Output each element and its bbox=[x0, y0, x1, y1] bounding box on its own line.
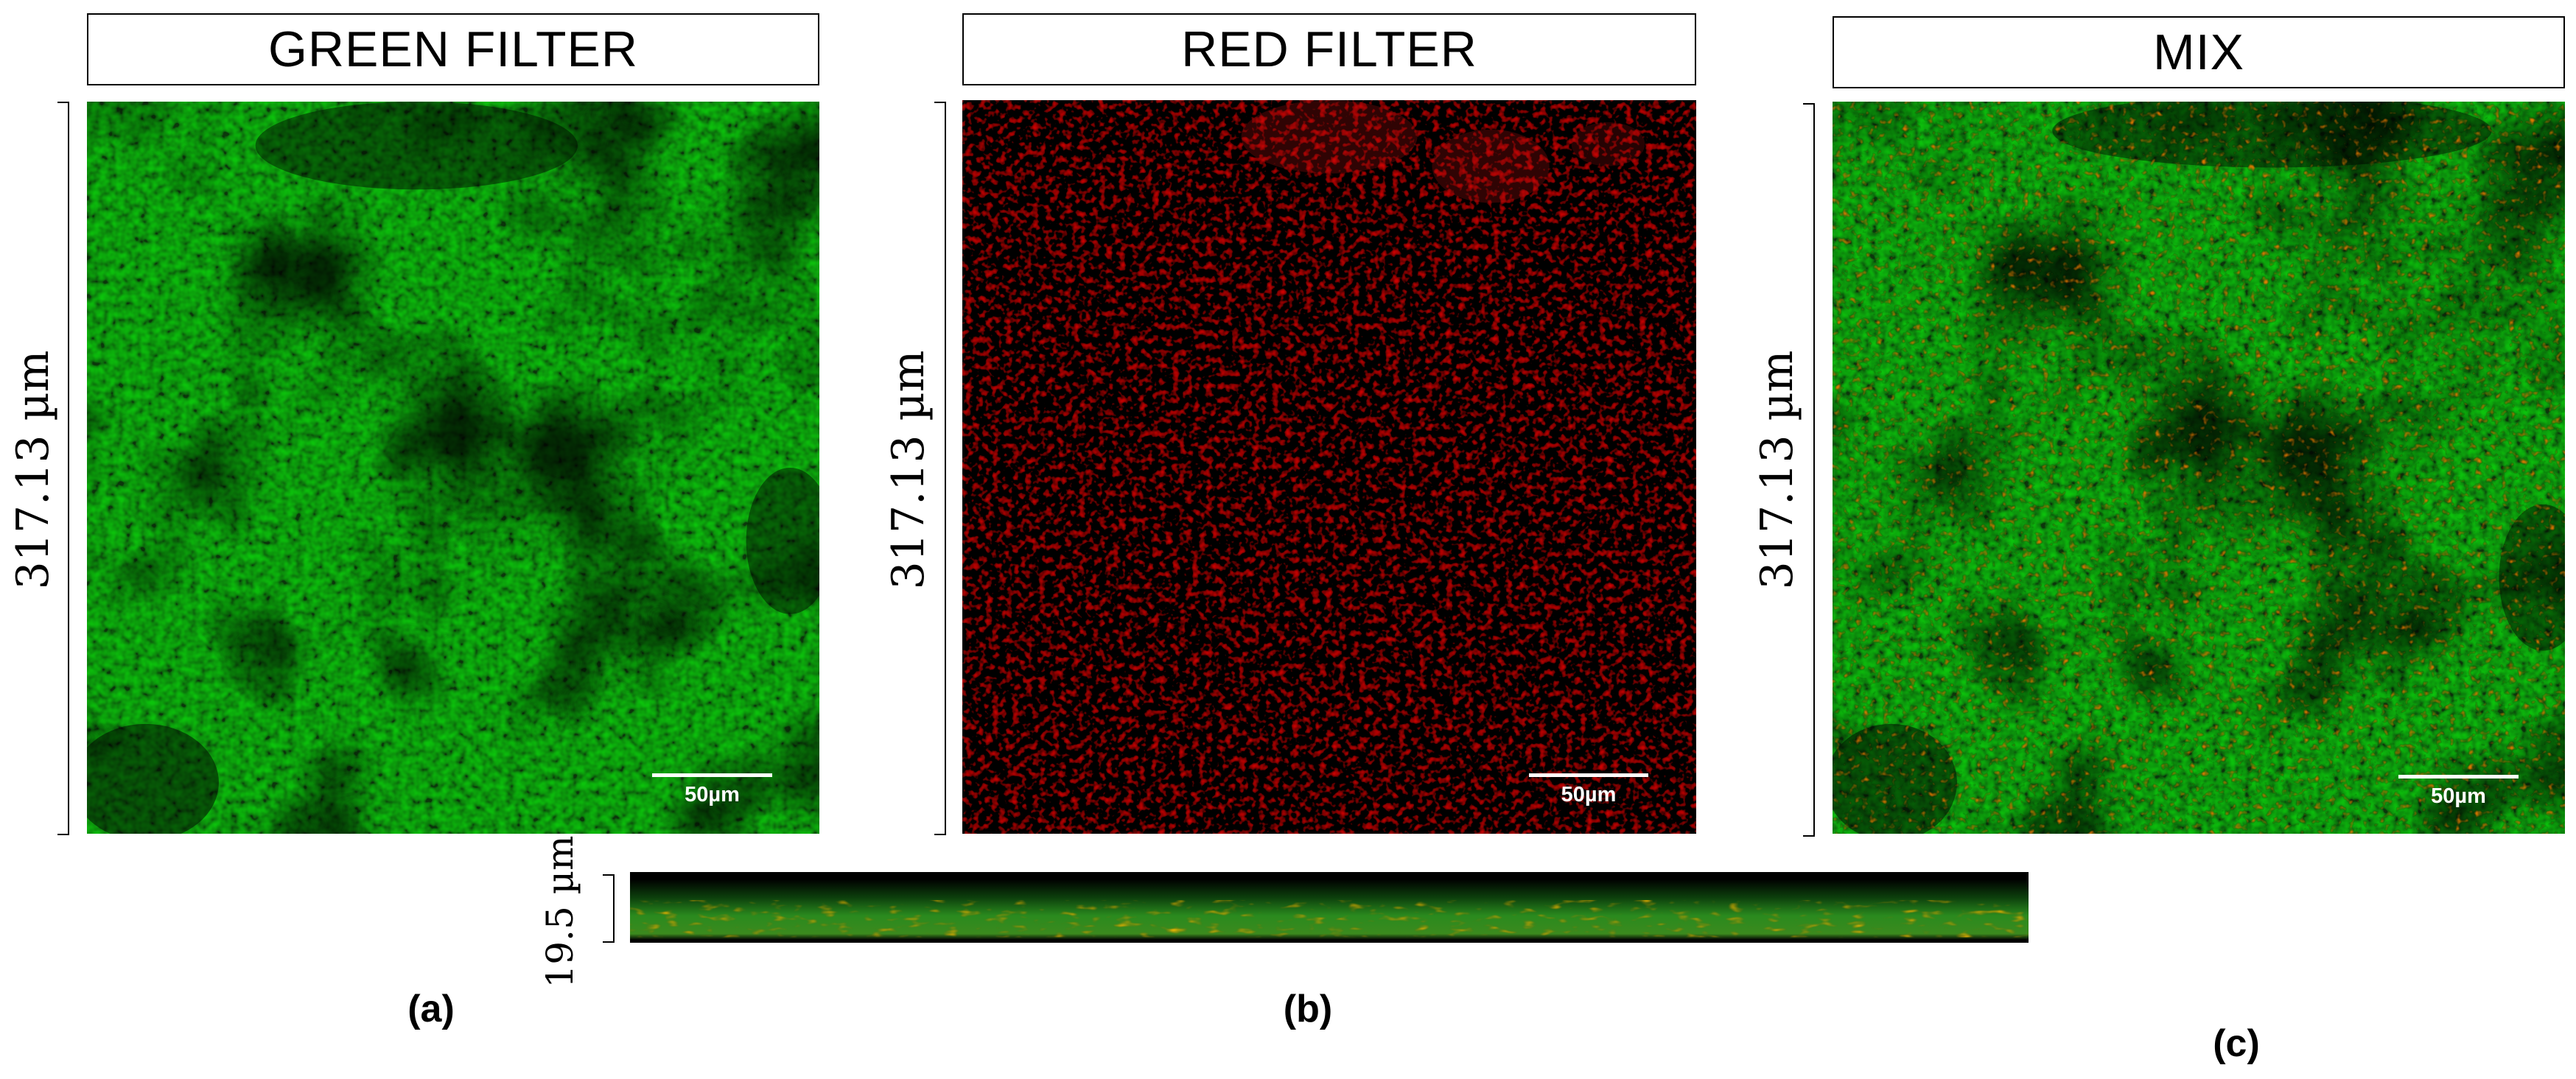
panel-label-b: (b) bbox=[1283, 988, 1333, 1030]
scale-bar-label-a: 50µm bbox=[685, 783, 740, 806]
scale-bar-label-c: 50µm bbox=[2431, 784, 2486, 808]
mix-image bbox=[1833, 102, 2565, 834]
cross-section-image bbox=[630, 872, 2029, 943]
scale-bar-line-c bbox=[2398, 775, 2519, 779]
scale-bar-line-b bbox=[1529, 773, 1648, 777]
height-bracket-c bbox=[1803, 103, 1815, 837]
green-filter-image bbox=[87, 102, 819, 834]
scale-bar-line-a bbox=[652, 773, 772, 777]
height-label-c: 317.13 µm bbox=[1751, 350, 1803, 590]
red-filter-title: RED FILTER bbox=[962, 13, 1696, 85]
cross-section-bracket bbox=[603, 874, 615, 943]
cross-section-height-label: 19.5 µm bbox=[539, 835, 581, 988]
panel-label-c: (c) bbox=[2213, 1022, 2260, 1065]
height-bracket-a bbox=[57, 102, 69, 835]
red-filter-image bbox=[962, 100, 1696, 834]
green-filter-title: GREEN FILTER bbox=[87, 13, 819, 85]
scale-bar-label-b: 50µm bbox=[1561, 783, 1617, 806]
height-bracket-b bbox=[934, 102, 946, 835]
mix-title: MIX bbox=[1833, 16, 2565, 88]
height-label-b: 317.13 µm bbox=[883, 350, 934, 590]
panel-label-a: (a) bbox=[407, 988, 455, 1030]
height-label-a: 317.13 µm bbox=[7, 350, 59, 590]
